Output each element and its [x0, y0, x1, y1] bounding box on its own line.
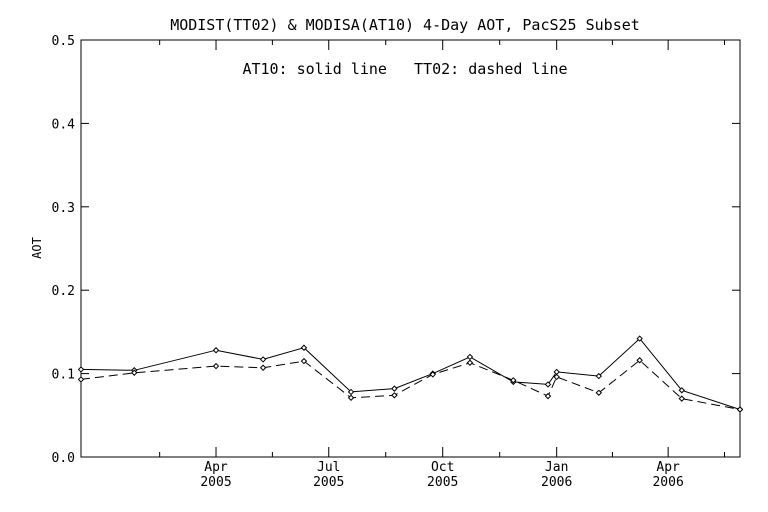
data-point-at10 [595, 372, 602, 380]
x-tick-year: 2006 [652, 475, 683, 490]
x-tick-month: Jan [545, 460, 568, 475]
x-tick-month: Apr [204, 460, 228, 475]
data-point-at10 [300, 344, 308, 351]
y-tick-label: 0.0 [52, 451, 75, 466]
data-point-at10 [77, 366, 85, 373]
y-axis: 0.0 0.1 0.2 0.3 0.4 0.5 [52, 34, 740, 466]
data-point-tt02 [466, 359, 474, 366]
data-point-at10 [259, 356, 267, 363]
data-point-tt02 [77, 376, 85, 383]
data-point-at10 [636, 335, 643, 342]
data-point-tt02 [636, 357, 643, 364]
data-point-tt02 [544, 392, 552, 400]
y-tick-label: 0.3 [52, 201, 75, 216]
x-tick-year: 2005 [200, 475, 231, 490]
data-point-tt02 [131, 369, 138, 376]
data-point-tt02 [429, 371, 437, 378]
x-tick-year: 2005 [313, 475, 344, 490]
data-point-tt02 [595, 389, 602, 396]
x-tick-month: Apr [656, 460, 680, 475]
data-point-at10 [544, 381, 552, 388]
x-tick-month: Jul [317, 460, 340, 475]
data-point-tt02 [347, 394, 355, 401]
data-point-tt02 [391, 392, 398, 399]
data-point-tt02 [510, 377, 517, 384]
x-tick-month: Oct [431, 460, 454, 475]
plot-frame [80, 39, 741, 458]
series-layer [77, 335, 744, 413]
y-tick-label: 0.1 [52, 368, 75, 383]
data-point-tt02 [300, 357, 308, 365]
data-point-at10 [347, 388, 355, 396]
series-line-tt02 [80, 359, 741, 410]
data-point-tt02 [553, 373, 560, 381]
series-line-at10 [80, 337, 741, 410]
data-point-at10 [553, 368, 560, 376]
data-point-tt02 [678, 395, 685, 402]
y-tick-label: 0.4 [52, 117, 76, 132]
data-point-at10 [212, 347, 220, 354]
x-tick-year: 2006 [541, 475, 572, 490]
y-tick-label: 0.2 [52, 284, 75, 299]
data-point-tt02 [736, 406, 744, 413]
x-tick-year: 2005 [427, 475, 458, 490]
data-point-tt02 [259, 364, 267, 371]
y-axis-label: AOT [30, 237, 44, 259]
y-tick-label: 0.5 [52, 34, 75, 49]
series-annotation: AT10: solid line TT02: dashed line [242, 60, 567, 78]
chart-title: MODIST(TT02) & MODISA(AT10) 4-Day AOT, P… [170, 16, 640, 34]
data-point-at10 [678, 387, 685, 394]
data-point-at10 [466, 353, 474, 361]
data-point-at10 [391, 385, 398, 392]
data-point-tt02 [212, 362, 220, 370]
